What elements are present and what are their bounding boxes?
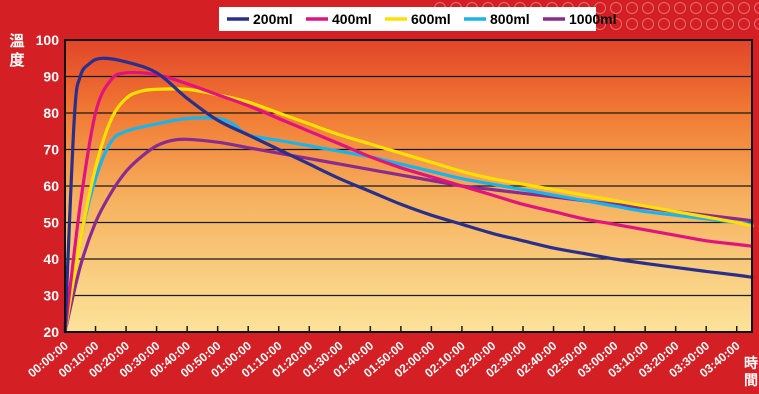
y-tick-label: 70 xyxy=(43,142,59,158)
y-tick-label: 40 xyxy=(43,251,59,267)
legend-label-1000ml: 1000ml xyxy=(569,11,616,27)
plot-border xyxy=(64,39,753,333)
y-tick-label: 80 xyxy=(43,105,59,121)
y-tick-label: 50 xyxy=(43,215,59,231)
legend-label-200ml: 200ml xyxy=(253,11,293,27)
legend-label-800ml: 800ml xyxy=(490,11,530,27)
y-tick-label: 20 xyxy=(43,324,59,340)
legend-box xyxy=(219,7,596,31)
y-tick-label: 30 xyxy=(43,288,59,304)
x-axis-title: 時間 xyxy=(744,355,758,389)
y-tick-label: 90 xyxy=(43,69,59,85)
series-line-1000ml xyxy=(63,137,754,334)
y-axis-tick-labels: 20 30 40 50 60 70 80 90 100 xyxy=(36,32,60,340)
series-line-200ml xyxy=(63,56,754,334)
legend: 200ml 400ml 600ml 800ml 1000ml xyxy=(227,11,616,27)
series-lines xyxy=(63,56,754,334)
y-axis-title: 溫度 xyxy=(9,32,25,69)
gridlines xyxy=(65,75,752,297)
legend-label-600ml: 600ml xyxy=(411,11,451,27)
legend-label-400ml: 400ml xyxy=(332,11,372,27)
series-line-400ml xyxy=(63,70,754,334)
y-tick-label: 100 xyxy=(36,32,60,48)
y-tick-label: 60 xyxy=(43,178,59,194)
series-line-600ml xyxy=(63,87,754,334)
